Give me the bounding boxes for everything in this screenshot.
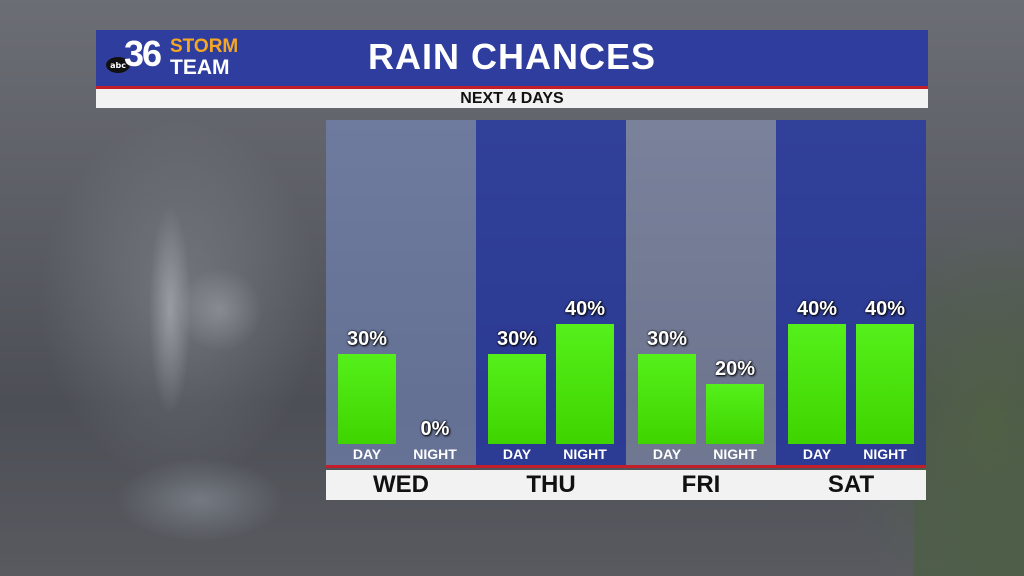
logo-storm: STORM — [170, 36, 239, 57]
background-grass — [914, 250, 1024, 576]
value-label-fri-night: 20% — [714, 358, 756, 380]
value-label-wed-day: 30% — [346, 328, 388, 350]
bar-thu-day — [488, 354, 546, 444]
chart-divider — [326, 465, 926, 468]
value-label-fri-day: 30% — [646, 328, 688, 350]
period-label-fri-night: NIGHT — [713, 446, 757, 462]
day-name-wed: WED — [373, 471, 429, 498]
period-label-wed-day: DAY — [352, 446, 382, 462]
period-label-sat-day: DAY — [802, 446, 832, 462]
bar-fri-night — [706, 384, 764, 444]
bar-sat-night — [856, 324, 914, 444]
bar-thu-night — [556, 324, 614, 444]
page-title: RAIN CHANCES — [367, 36, 656, 77]
period-label-thu-night: NIGHT — [563, 446, 607, 462]
station-logo: abc 36 STORM TEAM — [104, 33, 254, 80]
day-name-bar: WED THU FRI SAT — [326, 470, 926, 500]
subtitle-bar: NEXT 4 DAYS — [96, 86, 928, 108]
bar-sat-day — [788, 324, 846, 444]
day-name-sat: SAT — [827, 471, 875, 498]
abc-logo-icon: abc — [106, 57, 130, 73]
period-label-wed-night: NIGHT — [413, 446, 457, 462]
rain-chance-chart: WED THU FRI SAT 30% DAY 0% NIGHT 30% DAY 40% NIGHT… — [326, 120, 926, 500]
value-label-sat-day: 40% — [796, 298, 838, 320]
bar-fri-day — [638, 354, 696, 444]
value-label-sat-night: 40% — [864, 298, 906, 320]
day-name-thu: THU — [526, 471, 576, 498]
value-label-wed-night: 0% — [420, 418, 450, 440]
period-label-sat-night: NIGHT — [863, 446, 907, 462]
value-label-thu-day: 30% — [496, 328, 538, 350]
logo-team: TEAM — [170, 56, 230, 79]
value-label-thu-night: 40% — [564, 298, 606, 320]
header-bar: abc 36 STORM TEAM RAIN CHANCES — [96, 30, 928, 86]
day-name-fri: FRI — [681, 471, 721, 498]
background-splash — [90, 110, 290, 480]
period-label-thu-day: DAY — [502, 446, 532, 462]
logo-number: 36 — [124, 33, 162, 74]
period-label-fri-day: DAY — [652, 446, 682, 462]
bar-wed-day — [338, 354, 396, 444]
